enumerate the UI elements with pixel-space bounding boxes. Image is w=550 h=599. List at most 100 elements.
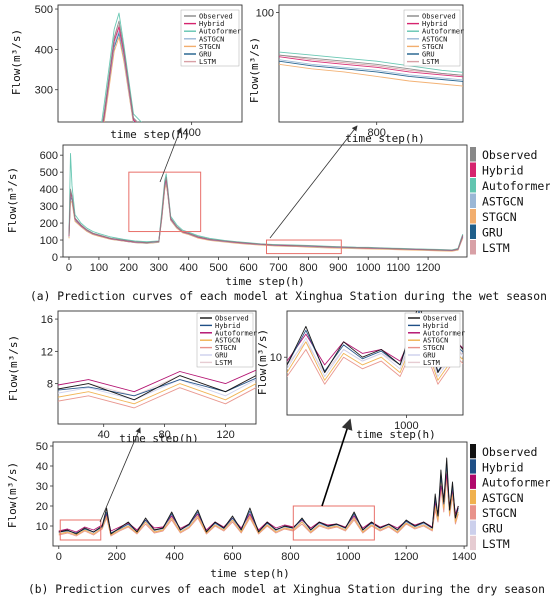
y-tick-label: 400 — [35, 44, 53, 56]
y-tick-label: 400 — [40, 184, 58, 196]
legend-label: LSTM — [423, 359, 440, 367]
legend-label: Observed — [423, 315, 457, 323]
y-tick-label: 10 — [270, 352, 282, 364]
x-tick-label: 0 — [56, 551, 62, 563]
legend-label: Observed — [482, 148, 537, 162]
legend-label: Hybrid — [199, 20, 224, 28]
legend-label: STGCN — [482, 506, 517, 520]
zoom-region-box — [128, 171, 202, 233]
legend-swatch — [470, 209, 476, 224]
y-tick-label: 600 — [40, 150, 58, 162]
x-tick-label: 0 — [66, 262, 72, 274]
legend-label: ASTGCN — [215, 337, 240, 345]
legend-label: Observed — [199, 13, 233, 21]
inset-y-axis-label: Flow(m³/s) — [7, 335, 20, 401]
legend-label: GRU — [482, 522, 503, 536]
y-tick-label: 200 — [40, 218, 58, 230]
x-tick-label: 1000 — [394, 420, 418, 432]
x-tick-label: 300 — [150, 262, 168, 274]
y-tick-label: 50 — [36, 441, 48, 453]
legend-label: Hybrid — [482, 460, 524, 474]
caption-a: (a) Prediction curves of each model at X… — [30, 290, 547, 303]
x-tick-label: 1200 — [394, 551, 418, 563]
main-chart-a: 0 100 200 300 400 500 600 700 800 900 1000 1100 1200… — [6, 144, 550, 288]
x-tick-label: 1000 — [356, 262, 380, 274]
legend-swatch — [470, 240, 476, 255]
legend-swatch — [470, 162, 476, 177]
legend-label: ASTGCN — [482, 195, 524, 209]
inset-legend — [403, 9, 461, 67]
legend-label: Hybrid — [423, 322, 448, 330]
series-line-observed — [68, 176, 464, 251]
zoom-region-box — [59, 519, 102, 541]
x-tick-label: 600 — [223, 551, 241, 563]
zoom-arrow — [159, 127, 182, 183]
legend-label: LSTM — [199, 58, 216, 66]
inset-a-left: 400 300 400 500 ObservedHybridAutoformerAST… — [10, 4, 243, 141]
inset-a-right: 800 100 ObservedHybridAutoformerASTGCNSTG… — [248, 4, 464, 145]
y-tick-label: 100 — [256, 8, 274, 20]
x-tick-label: 900 — [329, 262, 347, 274]
legend-label: GRU — [199, 51, 212, 59]
x-tick-label: 1100 — [386, 262, 410, 274]
series-line-observed — [58, 457, 459, 535]
legend-swatch — [470, 444, 476, 459]
x-tick-label: 800 — [368, 127, 386, 139]
legend-label: Autoformer — [482, 179, 550, 193]
legend-label: Hybrid — [482, 164, 524, 178]
y-tick-label: 8 — [47, 379, 53, 391]
legend-label: Autoformer — [423, 329, 465, 337]
x-axis-label: time step(h) — [225, 275, 304, 288]
zoom-arrow — [269, 125, 358, 239]
x-tick-label: 500 — [209, 262, 227, 274]
legend-swatch — [470, 520, 476, 535]
legend-label: Autoformer — [422, 28, 464, 36]
inset-legend — [180, 9, 240, 67]
y-tick-label: 10 — [36, 521, 48, 533]
legend-label: GRU — [423, 352, 436, 360]
zoom-arrow — [321, 418, 353, 507]
x-tick-label: 1400 — [452, 551, 476, 563]
legend-label: STGCN — [423, 344, 444, 352]
y-tick-label: 16 — [41, 314, 53, 326]
legend-swatch — [470, 474, 476, 489]
legend-label: Hybrid — [215, 322, 240, 330]
legend-label: Hybrid — [422, 20, 447, 28]
x-axis-label: time step(h) — [210, 567, 289, 580]
inset-x-axis-label: time step(h) — [356, 428, 435, 441]
legend-label: GRU — [215, 352, 228, 360]
zoom-arrow — [99, 427, 141, 523]
legend-swatch — [470, 193, 476, 208]
legend-label: Autoformer — [215, 329, 257, 337]
y-tick-label: 500 — [35, 4, 53, 16]
legend-swatch — [470, 147, 476, 162]
main-chart-b: 0 200 400 600 800 1000 1200 1400 10 20 30 40 50 time… — [6, 441, 550, 580]
legend-label: LSTM — [215, 359, 232, 367]
inset-y-axis-label: Flow(m³/s) — [248, 37, 261, 103]
legend-swatch — [470, 505, 476, 520]
legend-label: Observed — [215, 315, 249, 323]
legend-label: LSTM — [422, 58, 439, 66]
legend-label: ASTGCN — [199, 35, 224, 43]
inset-y-axis-label: Flow(m³/s) — [10, 29, 23, 95]
inset-b-right: 1000 10 ObservedHybridAutoformerASTGCNSTG… — [256, 310, 465, 441]
x-tick-label: 700 — [269, 262, 287, 274]
legend-label: Observed — [482, 445, 537, 459]
x-tick-label: 80 — [158, 429, 170, 441]
legend-label: GRU — [482, 226, 503, 240]
x-tick-label: 400 — [180, 262, 198, 274]
inset-b-left: 40 80 120 8 12 16 ObservedHybridAutoformerAST… — [7, 310, 257, 445]
legend-swatch — [470, 489, 476, 505]
legend-label: Autoformer — [482, 476, 550, 490]
inset-x-axis-label: time step(h) — [110, 128, 189, 141]
y-tick-label: 30 — [36, 481, 48, 493]
x-tick-label: 400 — [165, 551, 183, 563]
legend-label: Observed — [422, 13, 456, 21]
legend-label: STGCN — [215, 344, 236, 352]
inset-x-axis-label: time step(h) — [345, 132, 424, 145]
legend-label: Autoformer — [199, 28, 241, 36]
legend-swatch — [470, 178, 476, 193]
caption-b: (b) Prediction curves of each model at X… — [28, 583, 545, 596]
